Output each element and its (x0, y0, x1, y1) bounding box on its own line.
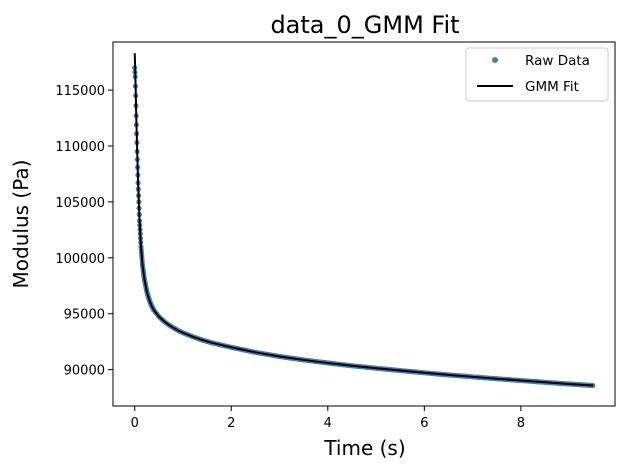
x-tick-label: 4 (324, 416, 332, 431)
axes-frame (112, 41, 616, 407)
legend: Raw Data GMM Fit (465, 47, 609, 102)
y-tick-label: 90000 (64, 364, 105, 379)
x-tick-label: 8 (517, 416, 525, 431)
y-tick-label: 95000 (64, 308, 105, 323)
y-axis-label: Modulus (Pa) (9, 160, 33, 289)
x-axis-label: Time (s) (323, 436, 405, 460)
legend-raw-data-label: Raw Data (525, 53, 590, 69)
x-ticks: 0 2 4 6 8 (131, 406, 525, 431)
y-tick-label: 115000 (55, 84, 105, 99)
y-tick-label: 100000 (55, 252, 105, 267)
x-tick-label: 0 (131, 416, 139, 431)
y-ticks: 90000 95000 100000 105000 110000 115000 (55, 84, 113, 379)
plot-area: 0 2 4 6 8 90000 95000 100000 105000 110000 115000 (55, 41, 616, 431)
y-tick-label: 105000 (55, 196, 105, 211)
y-tick-label: 110000 (55, 140, 105, 155)
legend-gmm-fit-label: GMM Fit (525, 79, 579, 95)
x-tick-label: 6 (420, 416, 428, 431)
legend-box (465, 47, 609, 102)
legend-raw-data-marker (492, 57, 498, 63)
series-layer (132, 53, 596, 389)
gmm-fit-line (133, 53, 594, 387)
chart-title: data_0_GMM Fit (270, 11, 459, 39)
x-tick-label: 2 (227, 416, 235, 431)
